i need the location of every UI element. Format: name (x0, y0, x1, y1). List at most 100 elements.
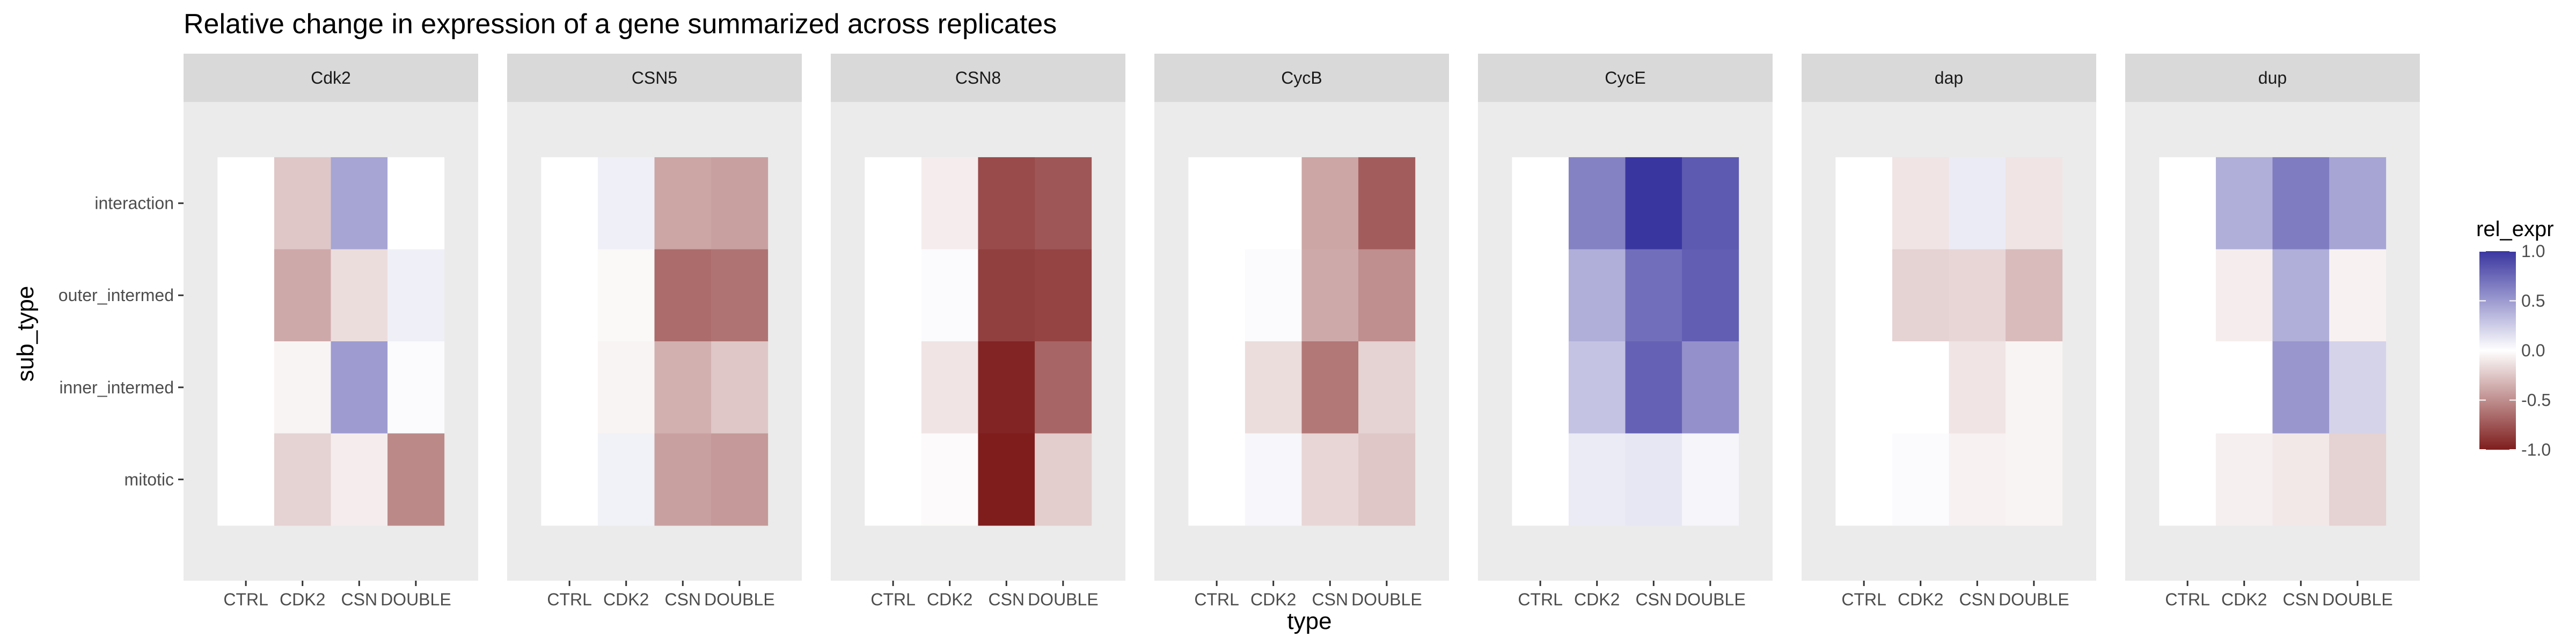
x-tick-label: CDK2 (927, 590, 972, 609)
facet-panel: dap CTRL CDK2 CSN DOUBLE (1802, 54, 2096, 609)
heatmap-tile (2159, 433, 2216, 526)
x-tick-label: DOUBLE (1675, 590, 1746, 609)
x-tick-label: DOUBLE (2322, 590, 2393, 609)
legend-tick-label: 0.0 (2521, 341, 2545, 360)
heatmap-tile (921, 157, 978, 250)
facet-panel: dup CTRL CDK2 CSN DOUBLE (2125, 54, 2420, 609)
heatmap-tile (654, 433, 712, 526)
facet-strip (1802, 54, 2096, 102)
heatmap-tile (2329, 249, 2387, 342)
heatmap-tile (1035, 341, 1092, 434)
x-tick-label: CTRL (547, 590, 592, 609)
facet-strip (1154, 54, 1449, 102)
heatmap-tile (2272, 433, 2330, 526)
heatmap-tile (1892, 157, 1949, 250)
heatmap-tile (1512, 341, 1569, 434)
heatmap-tile (865, 157, 922, 250)
x-tick-label: CDK2 (1574, 590, 1620, 609)
heatmap-tile (597, 433, 655, 526)
facet-strip (184, 54, 478, 102)
heatmap-tile (541, 341, 598, 434)
heatmap-tile (541, 433, 598, 526)
facet-strip-label: CSN5 (632, 68, 677, 87)
x-tick-label: DOUBLE (380, 590, 451, 609)
chart-title: Relative change in expression of a gene … (184, 9, 1057, 40)
y-tick-label: mitotic (125, 470, 174, 489)
heatmap-tile (1035, 157, 1092, 250)
heatmap-tile (1568, 249, 1626, 342)
facet-panel: Cdk2 CTRL CDK2 CSN DOUBLE (184, 54, 478, 609)
legend-tick-label: -0.5 (2521, 391, 2551, 410)
x-axis-title: type (1287, 608, 1331, 634)
x-tick-label: CTRL (2165, 590, 2210, 609)
heatmap-tile (541, 157, 598, 250)
heatmap-tile (1358, 157, 1416, 250)
heatmap-tile (1682, 157, 1739, 250)
heatmap-tile (217, 249, 275, 342)
heatmap-tile (978, 433, 1035, 526)
y-axis: interaction outer_intermed inner_intermedm… (58, 194, 184, 489)
heatmap-tile (711, 341, 769, 434)
x-tick-label: CSN (1636, 590, 1672, 609)
heatmap-tile (1245, 433, 1302, 526)
facet-strip-label: CSN8 (955, 68, 1001, 87)
heatmap-tile (921, 249, 978, 342)
heatmap-tile (387, 341, 445, 434)
y-tick-label: outer_intermed (58, 286, 174, 305)
heatmap-tile (1682, 433, 1739, 526)
heatmap-tile (217, 341, 275, 434)
heatmap-tile (597, 341, 655, 434)
x-tick-label: CSN (341, 590, 378, 609)
y-axis-title: sub_type (12, 286, 39, 382)
heatmap-tile (921, 341, 978, 434)
heatmap-tile (274, 433, 331, 526)
heatmap-tile (1835, 433, 1893, 526)
heatmap-tile (2006, 433, 2063, 526)
x-tick-label: DOUBLE (1028, 590, 1099, 609)
x-tick-label: CDK2 (603, 590, 649, 609)
heatmap-tile (1625, 433, 1682, 526)
legend-ticks: 1.0 0.5 0.0 -0.5 -1.0 (2479, 241, 2551, 459)
x-tick-label: CTRL (223, 590, 268, 609)
heatmap-tile (1892, 341, 1949, 434)
heatmap-tile (2159, 157, 2216, 250)
facet-strip (831, 54, 1125, 102)
heatmap-tile (2215, 157, 2273, 250)
x-tick-label: CSN (1959, 590, 1996, 609)
heatmap-tile (2215, 249, 2273, 342)
facet-strip (2125, 54, 2420, 102)
x-tick-label: CDK2 (1250, 590, 1296, 609)
heatmap-tile (2159, 341, 2216, 434)
heatmap-tile (1835, 341, 1893, 434)
heatmap-tile (1188, 341, 1246, 434)
heatmap-tile (654, 249, 712, 342)
heatmap-tile (654, 341, 712, 434)
heatmap-tile (1625, 249, 1682, 342)
heatmap-tile (1568, 157, 1626, 250)
heatmap-tile (2329, 341, 2387, 434)
heatmap-tile (1568, 341, 1626, 434)
heatmap-tile (331, 341, 388, 434)
heatmap-tile (1625, 341, 1682, 434)
heatmap-tile (1035, 433, 1092, 526)
x-tick-label: CSN (2283, 590, 2319, 609)
facet-panel: CycE CTRL CDK2 CSN DOUBLE (1478, 54, 1773, 609)
x-tick-label: CTRL (870, 590, 916, 609)
heatmap-tile (2329, 433, 2387, 526)
x-tick-label: DOUBLE (1351, 590, 1422, 609)
heatmap-tile (1301, 433, 1359, 526)
heatmap-tile (1358, 341, 1416, 434)
x-tick-label: CSN (665, 590, 701, 609)
heatmap-tile (1245, 341, 1302, 434)
heatmap-tile (1949, 249, 2006, 342)
heatmap-tile (2272, 341, 2330, 434)
heatmap-tile (1301, 157, 1359, 250)
heatmap-tile (387, 249, 445, 342)
heatmap-tile (1835, 157, 1893, 250)
heatmap-tile (1188, 157, 1246, 250)
heatmap-tile (865, 341, 922, 434)
facet-strip (507, 54, 802, 102)
y-tick-label: interaction (94, 194, 174, 213)
heatmap-tile (1035, 249, 1092, 342)
